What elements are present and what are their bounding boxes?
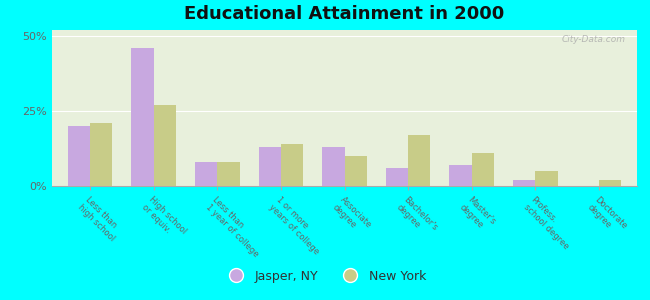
Bar bbox=[599, 180, 621, 186]
Bar bbox=[281, 144, 303, 186]
Bar bbox=[259, 147, 281, 186]
Bar bbox=[513, 180, 535, 186]
Bar bbox=[68, 126, 90, 186]
Bar bbox=[535, 171, 558, 186]
Bar bbox=[322, 147, 344, 186]
Bar bbox=[449, 165, 472, 186]
Bar bbox=[217, 162, 240, 186]
Title: Educational Attainment in 2000: Educational Attainment in 2000 bbox=[185, 5, 504, 23]
Bar bbox=[154, 105, 176, 186]
Bar bbox=[90, 123, 112, 186]
Bar bbox=[195, 162, 217, 186]
Bar bbox=[344, 156, 367, 186]
Bar bbox=[131, 48, 154, 186]
Bar bbox=[386, 168, 408, 186]
Bar bbox=[472, 153, 494, 186]
Text: City-Data.com: City-Data.com bbox=[562, 35, 625, 44]
Legend: Jasper, NY, New York: Jasper, NY, New York bbox=[219, 265, 431, 288]
Bar bbox=[408, 135, 430, 186]
